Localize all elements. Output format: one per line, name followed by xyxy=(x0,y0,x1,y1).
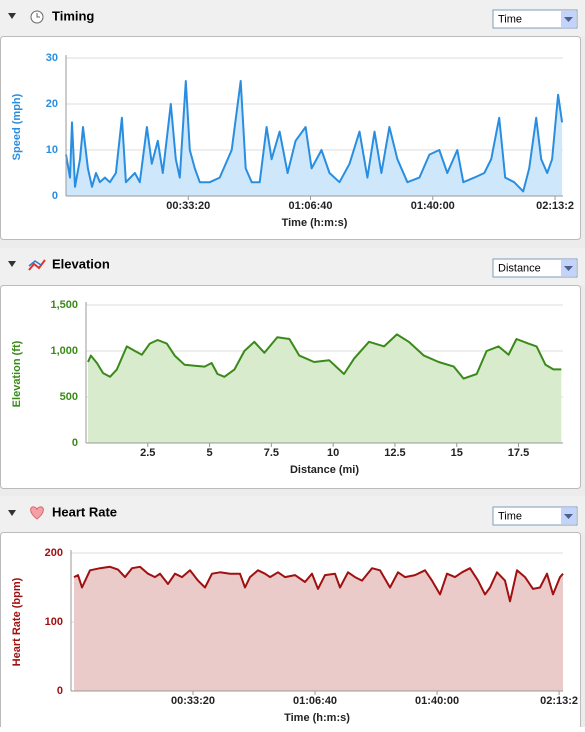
y-tick-label: 0 xyxy=(72,437,78,449)
y-tick-label: 0 xyxy=(52,190,58,202)
dropdown[interactable] xyxy=(492,506,578,526)
x-tick-label: 01:40:00 xyxy=(411,200,455,212)
x-tick-label: 02:13:2 xyxy=(540,695,578,707)
x-tick-label: 5 xyxy=(207,447,213,459)
heart-icon xyxy=(30,506,44,520)
panel-header xyxy=(0,496,585,532)
x-tick-label: 10 xyxy=(327,447,339,459)
line xyxy=(87,333,562,380)
y-tick-label: 30 xyxy=(46,52,58,64)
y-tick-label: 500 xyxy=(60,391,78,403)
x-tick-label: 01:40:00 xyxy=(415,695,459,707)
x-tick-label: 01:06:40 xyxy=(289,200,333,212)
dropdown[interactable] xyxy=(492,258,578,278)
elevation-icon xyxy=(28,260,42,267)
dropdown-value: Distance xyxy=(498,262,541,274)
area xyxy=(74,566,563,691)
x-tick-label: 7.5 xyxy=(264,447,279,459)
x-tick-label: 2.5 xyxy=(140,447,155,459)
area xyxy=(66,81,563,196)
dropdown[interactable] xyxy=(492,9,578,29)
x-tick-label: 01:06:40 xyxy=(293,695,337,707)
collapse-toggle[interactable] xyxy=(8,261,16,267)
dropdown-value: Time xyxy=(498,13,522,25)
panel-title: Heart Rate xyxy=(52,504,117,519)
panel-header xyxy=(0,0,585,36)
line xyxy=(65,80,564,193)
collapse-toggle[interactable] xyxy=(8,510,16,516)
line xyxy=(73,565,564,603)
x-tick-label: 00:33:20 xyxy=(171,695,215,707)
panel-header xyxy=(0,248,585,285)
x-axis-label: Time (h:m:s) xyxy=(284,712,350,724)
y-tick-label: 10 xyxy=(46,144,58,156)
y-axis-label: Speed (mph) xyxy=(11,93,23,160)
y-tick-label: 1,000 xyxy=(50,345,78,357)
collapse-toggle[interactable] xyxy=(8,13,16,19)
clock-hands xyxy=(36,13,40,18)
dropdown-value: Time xyxy=(498,510,522,522)
area xyxy=(88,334,562,443)
y-tick-label: 100 xyxy=(45,616,63,628)
x-tick-label: 00:33:20 xyxy=(166,200,210,212)
x-tick-label: 17.5 xyxy=(508,447,529,459)
x-axis-label: Distance (mi) xyxy=(290,464,359,476)
panel-title: Elevation xyxy=(52,256,110,271)
y-axis-label: Elevation (ft) xyxy=(11,340,23,407)
x-tick-label: 02:13:2 xyxy=(536,200,574,212)
dropdown-arrow xyxy=(564,17,573,22)
dropdown-arrow xyxy=(564,266,573,271)
panel-title: Timing xyxy=(52,8,94,23)
y-axis-label: Heart Rate (bpm) xyxy=(11,577,23,666)
y-tick-label: 20 xyxy=(46,98,58,110)
y-tick-label: 0 xyxy=(57,685,63,697)
x-axis-label: Time (h:m:s) xyxy=(282,217,348,229)
y-tick-label: 1,500 xyxy=(50,299,78,311)
elevation-icon xyxy=(28,259,46,271)
x-tick-label: 12.5 xyxy=(384,447,405,459)
dropdown-arrow xyxy=(564,514,573,519)
x-tick-label: 15 xyxy=(451,447,463,459)
y-tick-label: 200 xyxy=(45,547,63,559)
